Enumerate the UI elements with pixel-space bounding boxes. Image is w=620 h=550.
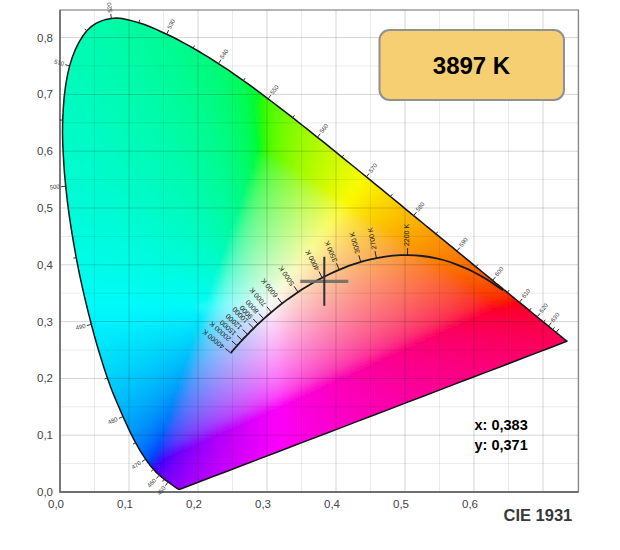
- svg-text:0,0: 0,0: [48, 498, 64, 510]
- svg-text:0,6: 0,6: [37, 145, 53, 157]
- svg-text:0,5: 0,5: [393, 498, 409, 510]
- svg-text:0,0: 0,0: [37, 486, 53, 498]
- svg-text:0,1: 0,1: [37, 429, 53, 441]
- svg-text:0,5: 0,5: [37, 202, 53, 214]
- svg-text:0,6: 0,6: [462, 498, 478, 510]
- svg-text:0,2: 0,2: [186, 498, 202, 510]
- svg-text:0,4: 0,4: [324, 498, 341, 510]
- svg-text:2200 K: 2200 K: [403, 224, 410, 247]
- svg-text:0,4: 0,4: [37, 259, 54, 271]
- svg-text:0,1: 0,1: [117, 498, 133, 510]
- svg-text:500: 500: [49, 183, 60, 190]
- svg-text:520: 520: [106, 1, 113, 12]
- svg-text:0,8: 0,8: [37, 32, 53, 44]
- svg-text:0,3: 0,3: [255, 498, 271, 510]
- svg-text:CIE 1931: CIE 1931: [504, 506, 573, 524]
- svg-text:0,7: 0,7: [37, 88, 53, 100]
- svg-text:0,2: 0,2: [37, 372, 53, 384]
- svg-text:3897 K: 3897 K: [433, 52, 511, 79]
- svg-text:0,3: 0,3: [37, 316, 53, 328]
- svg-text:y: 0,371: y: 0,371: [475, 437, 528, 453]
- svg-text:x: 0,383: x: 0,383: [475, 417, 528, 433]
